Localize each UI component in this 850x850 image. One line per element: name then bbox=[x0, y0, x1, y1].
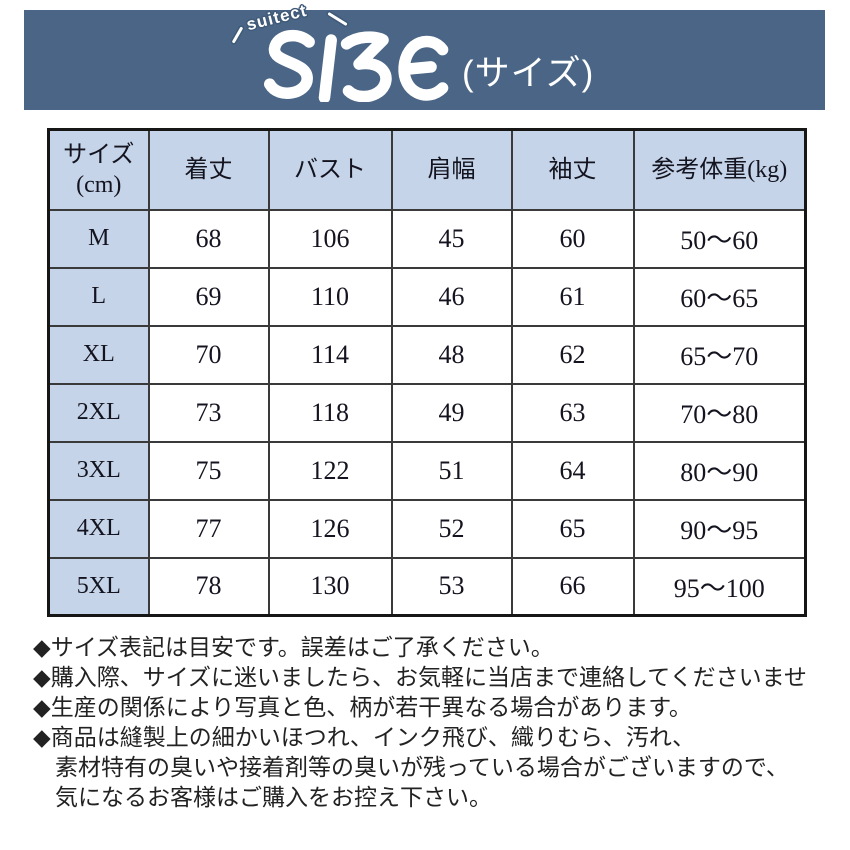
table-row: M 68 106 45 60 50〜60 bbox=[47, 208, 807, 269]
shoulder-cell: 51 bbox=[390, 440, 513, 501]
sleeve-cell: 60 bbox=[510, 208, 635, 269]
bust-cell: 106 bbox=[267, 208, 393, 269]
sleeve-cell: 66 bbox=[510, 556, 635, 617]
weight-cell: 70〜80 bbox=[632, 382, 807, 443]
table-row: L 69 110 46 61 60〜65 bbox=[47, 266, 807, 327]
table-row: 4XL 77 126 52 65 90〜95 bbox=[47, 498, 807, 559]
shoulder-cell: 52 bbox=[390, 498, 513, 559]
size-cell: XL bbox=[47, 324, 150, 385]
weight-cell: 95〜100 bbox=[632, 556, 807, 617]
note-line: ◆サイズ表記は目安です。誤差はご了承ください。 bbox=[33, 634, 554, 660]
table-row: 5XL 78 130 53 66 95〜100 bbox=[47, 556, 807, 617]
size-table: サイズ (cm) 着丈 バスト 肩幅 袖丈 参考体重(kg) M 68 106 … bbox=[47, 128, 807, 617]
shoulder-cell: 45 bbox=[390, 208, 513, 269]
col-header-size-unit: (cm) bbox=[76, 171, 122, 198]
letter-z bbox=[340, 31, 392, 102]
col-header-weight: 参考体重(kg) bbox=[632, 128, 807, 211]
size-cell: 2XL bbox=[47, 382, 150, 443]
weight-cell: 60〜65 bbox=[632, 266, 807, 327]
bust-cell: 126 bbox=[267, 498, 393, 559]
note-line: ◆購入際、サイズに迷いましたら、お気軽に当店まで連絡してくださいませ bbox=[33, 664, 807, 690]
note-line: 素材特有の臭いや接着剤等の臭いが残っている場合がございますので、 bbox=[55, 754, 789, 780]
shoulder-cell: 49 bbox=[390, 382, 513, 443]
sleeve-cell: 63 bbox=[510, 382, 635, 443]
weight-cell: 80〜90 bbox=[632, 440, 807, 501]
table-header-row: サイズ (cm) 着丈 バスト 肩幅 袖丈 参考体重(kg) bbox=[47, 128, 807, 211]
weight-cell: 65〜70 bbox=[632, 324, 807, 385]
letter-s bbox=[264, 29, 315, 99]
length-cell: 75 bbox=[147, 440, 270, 501]
bust-cell: 118 bbox=[267, 382, 393, 443]
col-header-length: 着丈 bbox=[147, 128, 270, 211]
size-cell: 5XL bbox=[47, 556, 150, 617]
sleeve-cell: 65 bbox=[510, 498, 635, 559]
banner-subtitle: (サイズ) bbox=[462, 54, 595, 93]
banner: suitect (サイズ) bbox=[24, 1, 825, 110]
col-header-size: サイズ (cm) bbox=[47, 128, 150, 211]
length-cell: 69 bbox=[147, 266, 270, 327]
size-cell: 4XL bbox=[47, 498, 150, 559]
table-row: 3XL 75 122 51 64 80〜90 bbox=[47, 440, 807, 501]
bust-cell: 130 bbox=[267, 556, 393, 617]
size-cell: 3XL bbox=[47, 440, 150, 501]
weight-cell: 90〜95 bbox=[632, 498, 807, 559]
size-cell: L bbox=[47, 266, 150, 327]
sleeve-cell: 64 bbox=[510, 440, 635, 501]
length-cell: 78 bbox=[147, 556, 270, 617]
col-header-sleeve: 袖丈 bbox=[510, 128, 635, 211]
size-logo bbox=[264, 29, 449, 102]
notes: ◆サイズ表記は目安です。誤差はご了承ください。 ◆購入際、サイズに迷いましたら、… bbox=[33, 632, 833, 812]
sleeve-cell: 61 bbox=[510, 266, 635, 327]
letter-i bbox=[318, 34, 337, 102]
sleeve-cell: 62 bbox=[510, 324, 635, 385]
note-line: ◆生産の関係により写真と色、柄が若干異なる場合があります。 bbox=[33, 694, 692, 720]
shoulder-cell: 53 bbox=[390, 556, 513, 617]
note-line: ◆商品は縫製上の細かいほつれ、インク飛び、織りむら、汚れ、 bbox=[33, 724, 696, 750]
bust-cell: 110 bbox=[267, 266, 393, 327]
length-cell: 73 bbox=[147, 382, 270, 443]
bust-cell: 122 bbox=[267, 440, 393, 501]
length-cell: 70 bbox=[147, 324, 270, 385]
length-cell: 68 bbox=[147, 208, 270, 269]
length-cell: 77 bbox=[147, 498, 270, 559]
slash-right-icon bbox=[327, 11, 348, 27]
table-row: XL 70 114 48 62 65〜70 bbox=[47, 324, 807, 385]
shoulder-cell: 46 bbox=[390, 266, 513, 327]
letter-e bbox=[398, 35, 449, 101]
table-row: 2XL 73 118 49 63 70〜80 bbox=[47, 382, 807, 443]
shoulder-cell: 48 bbox=[390, 324, 513, 385]
col-header-size-label: サイズ bbox=[63, 141, 135, 168]
col-header-shoulder: 肩幅 bbox=[390, 128, 513, 211]
letter-e-bar bbox=[404, 61, 437, 75]
col-header-bust: バスト bbox=[267, 128, 393, 211]
note-line: 気になるお客様はご購入をお控え下さい。 bbox=[55, 784, 492, 810]
slash-left-icon bbox=[231, 26, 244, 44]
weight-cell: 50〜60 bbox=[632, 208, 807, 269]
size-cell: M bbox=[47, 208, 150, 269]
bust-cell: 114 bbox=[267, 324, 393, 385]
